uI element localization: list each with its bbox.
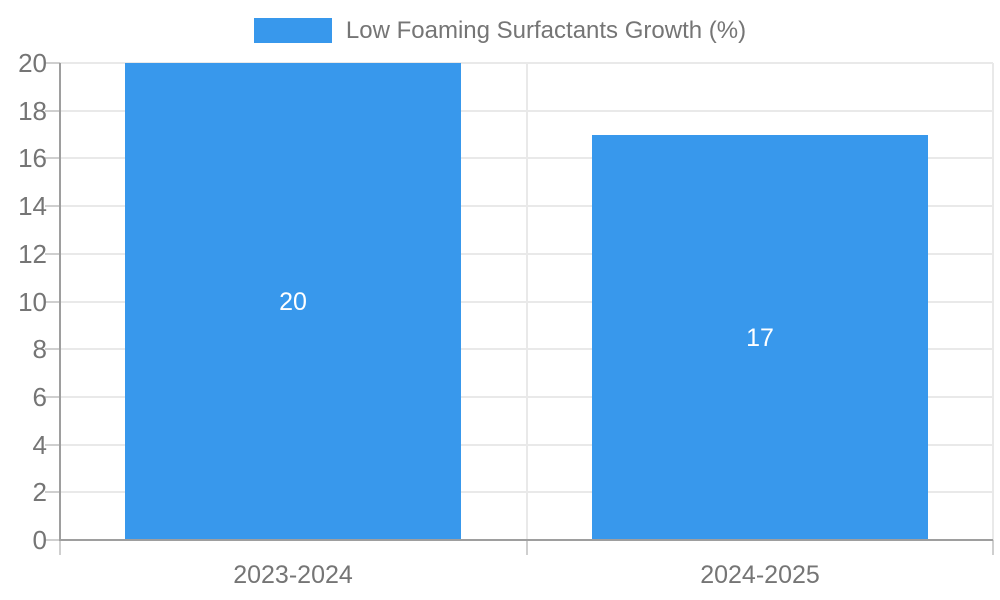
bar-value-label: 20 — [279, 288, 307, 316]
y-tick-label: 14 — [18, 191, 47, 221]
chart-legend[interactable]: Low Foaming Surfactants Growth (%) — [0, 18, 1000, 43]
y-tick-mark — [45, 62, 60, 64]
y-tick-label: 16 — [18, 143, 47, 173]
y-tick-mark — [45, 444, 60, 446]
bar[interactable] — [125, 63, 461, 540]
bar[interactable] — [592, 135, 928, 540]
gridline — [526, 63, 528, 540]
x-tick-mark — [992, 540, 994, 555]
y-tick-mark — [45, 396, 60, 398]
legend-swatch — [253, 18, 332, 43]
y-tick-label: 2 — [32, 477, 47, 507]
y-tick-mark — [45, 253, 60, 255]
y-axis-line — [59, 63, 61, 540]
y-tick-mark — [45, 301, 60, 303]
x-axis-line — [59, 539, 993, 541]
y-tick-label: 20 — [18, 48, 47, 78]
bar-value-label: 17 — [746, 324, 774, 352]
y-tick-label: 8 — [32, 334, 47, 364]
y-tick-mark — [45, 205, 60, 207]
y-tick-label: 18 — [18, 96, 47, 126]
x-category-label: 2024-2025 — [700, 561, 820, 589]
y-tick-mark — [45, 539, 60, 541]
x-tick-mark — [59, 540, 61, 555]
y-tick-mark — [45, 157, 60, 159]
y-tick-mark — [45, 491, 60, 493]
y-tick-label: 4 — [32, 430, 47, 460]
gridline — [992, 63, 994, 540]
y-tick-label: 12 — [18, 239, 47, 269]
y-tick-label: 0 — [32, 525, 47, 555]
y-tick-mark — [45, 348, 60, 350]
legend-label: Low Foaming Surfactants Growth (%) — [345, 17, 747, 44]
y-tick-label: 6 — [32, 382, 47, 412]
x-tick-mark — [526, 540, 528, 555]
x-category-label: 2023-2024 — [233, 561, 353, 589]
y-tick-mark — [45, 110, 60, 112]
y-tick-label: 10 — [18, 287, 47, 317]
